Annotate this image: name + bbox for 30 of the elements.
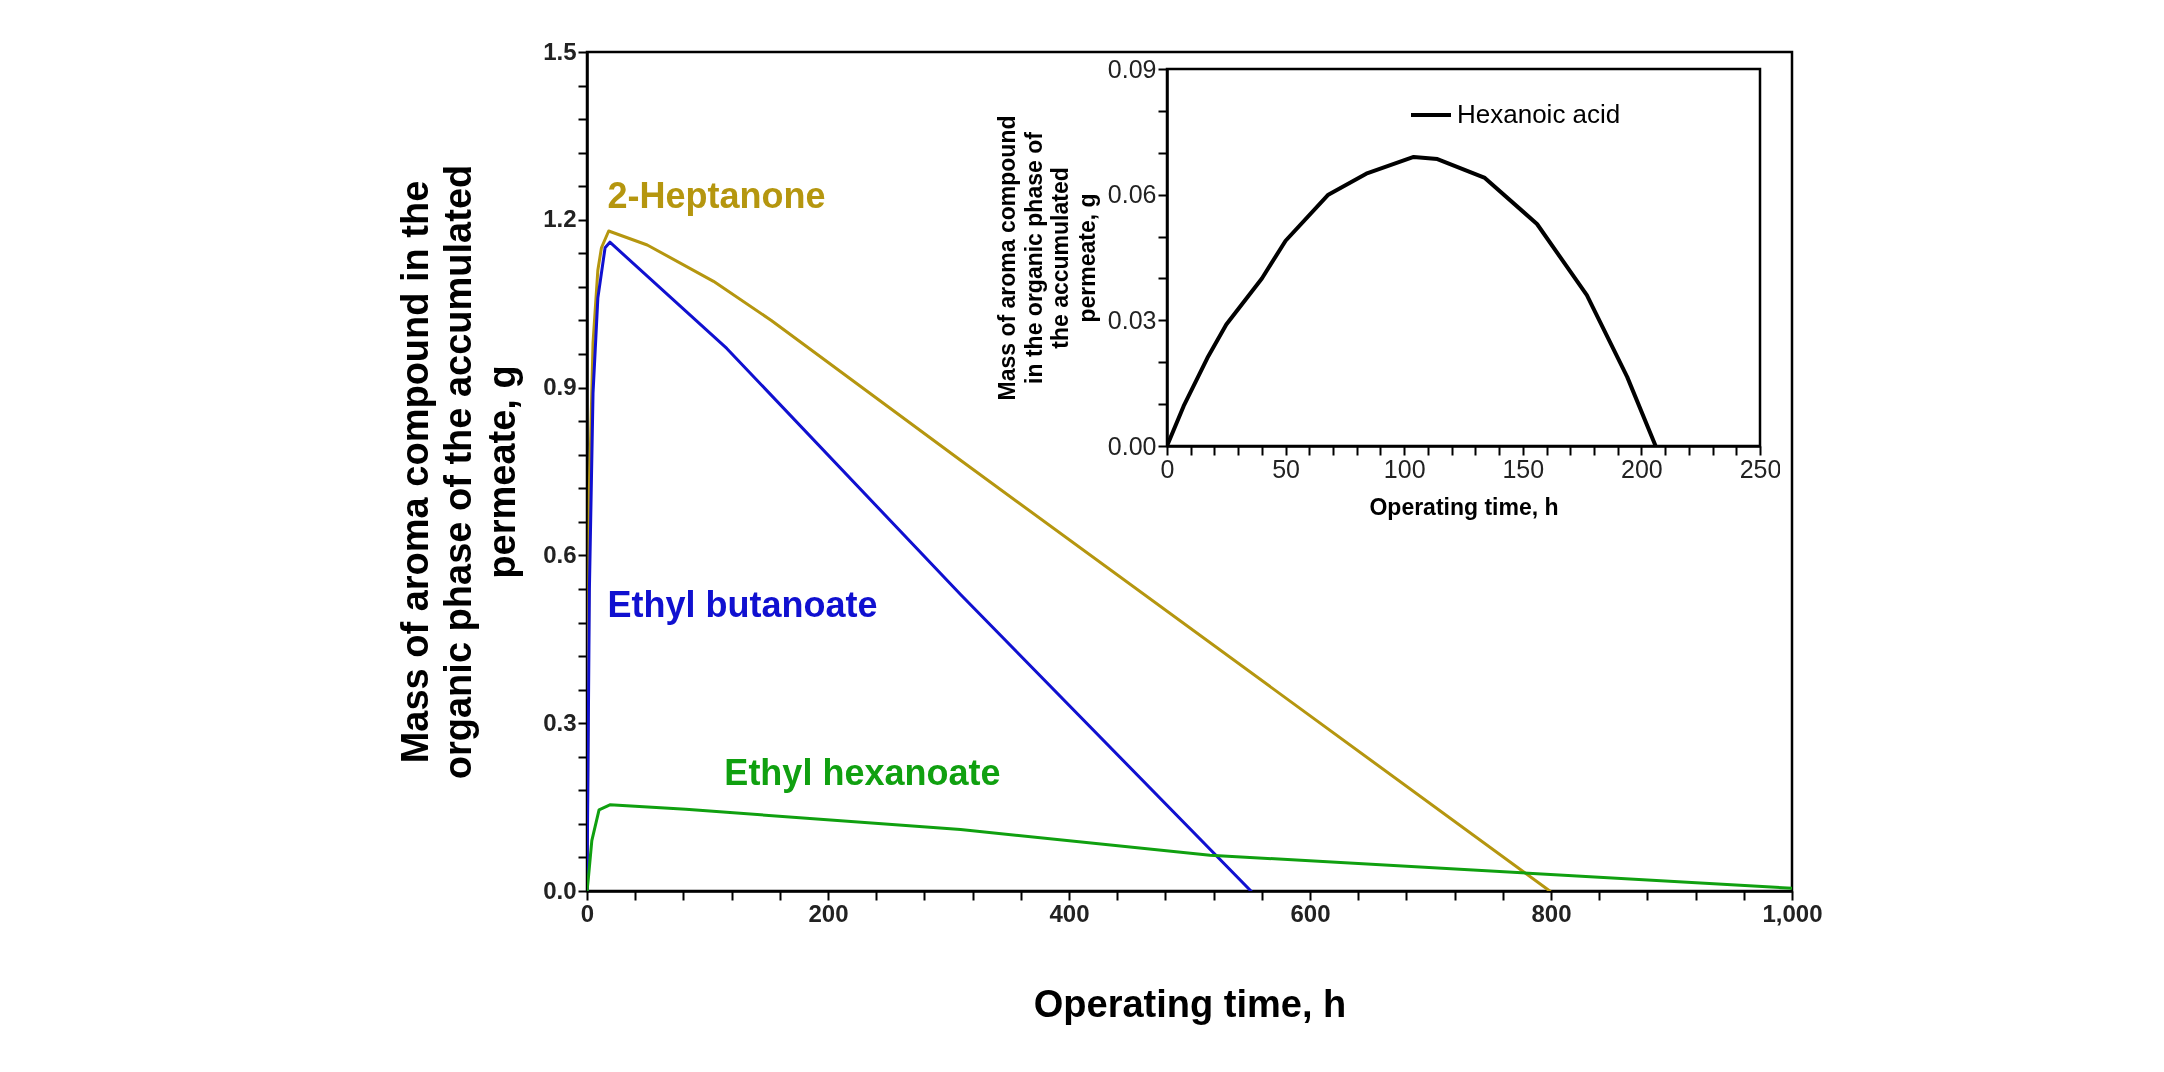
x-tick-label: 0: [580, 899, 595, 927]
series-label: Ethyl butanoate: [607, 583, 878, 625]
series-label: 2-Heptanone: [607, 175, 826, 217]
y-tick-label: 1.2: [543, 205, 577, 233]
x-tick-label: 1,000: [1762, 899, 1823, 927]
x-tick-label: 50: [1272, 454, 1301, 483]
x-tick-label: 100: [1383, 454, 1426, 483]
y-axis-title: Mass of aroma compound in the organic phase of the accumulated permeate, g: [994, 115, 1100, 401]
y-tick-label: 0.06: [1107, 180, 1157, 209]
x-axis-title: Operating time, h: [1033, 982, 1347, 1025]
y-tick-label: 0.00: [1107, 431, 1157, 460]
x-tick-label: 600: [1290, 899, 1331, 927]
y-tick-label: 0.0: [543, 876, 577, 904]
y-tick-label: 0.3: [543, 708, 577, 736]
x-tick-label: 800: [1531, 899, 1572, 927]
x-tick-label: 200: [1621, 454, 1663, 483]
y-tick-label: 0.6: [543, 540, 577, 568]
y-tick-label: 0.09: [1107, 54, 1157, 83]
y-axis-title: Mass of aroma compound in the organic phase of the accumulated permeate, g: [393, 164, 524, 780]
x-tick-label: 200: [808, 899, 849, 927]
y-tick-label: 0.03: [1107, 305, 1157, 334]
x-tick-label: 0: [1160, 454, 1175, 483]
legend-label: Hexanoic acid: [1457, 99, 1621, 129]
x-tick-label: 150: [1502, 454, 1545, 483]
y-tick-label: 1.5: [543, 37, 577, 65]
x-tick-label: 250: [1739, 454, 1782, 483]
y-tick-label: 0.9: [543, 373, 577, 401]
x-axis-title: Operating time, h: [1369, 493, 1559, 520]
x-tick-label: 400: [1049, 899, 1090, 927]
series-label: Ethyl hexanoate: [724, 751, 1001, 793]
